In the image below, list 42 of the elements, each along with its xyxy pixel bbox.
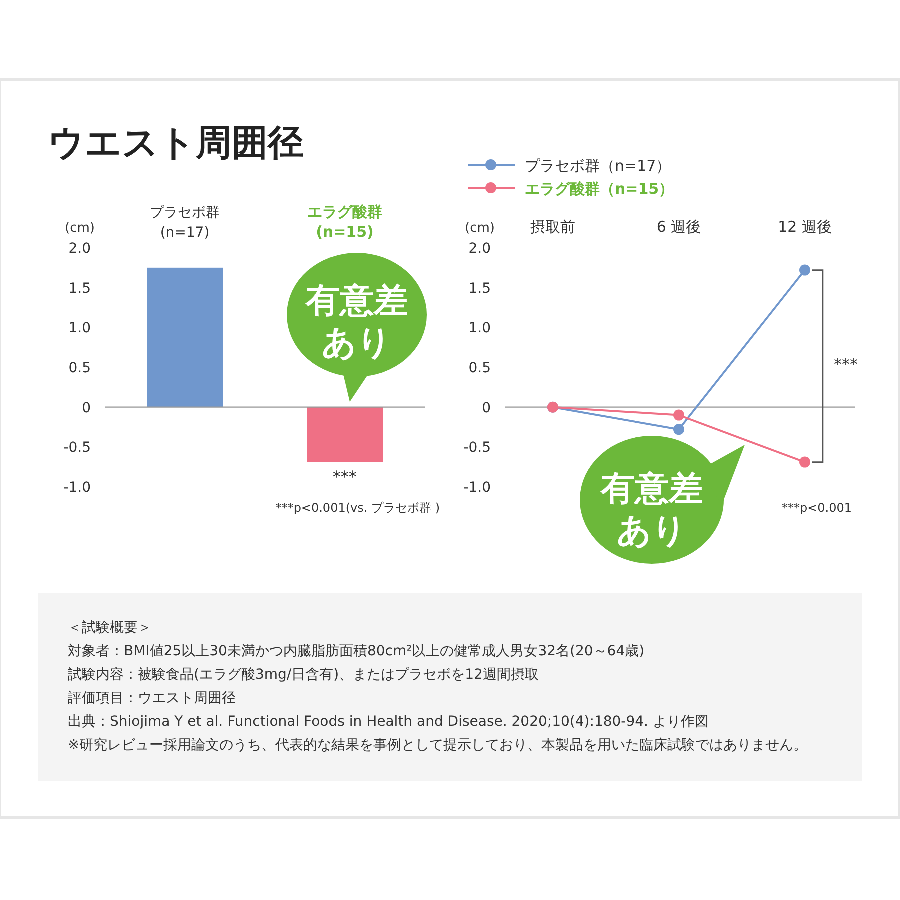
legend-label: エラグ酸群（n=15）	[525, 180, 674, 198]
y-tick-label: 1.0	[468, 320, 491, 337]
y-tick-label: 1.5	[68, 280, 91, 297]
y-tick-label: -0.5	[464, 440, 491, 456]
y-tick-label: -1.0	[464, 480, 491, 496]
point	[800, 456, 810, 468]
text: 評価項目：ウエスト周囲径	[68, 690, 236, 706]
text: あり	[617, 511, 687, 551]
y-tick-label: -0.5	[64, 440, 91, 456]
y-tick-label: 1.0	[68, 320, 91, 337]
annotation: 有意差	[600, 469, 703, 509]
text: ※研究レビュー採用論文のうち、代表的な結果を事例として提示しており、本製品を用いた臨床試験ではありません。	[68, 738, 808, 754]
text: 対象者：BMI値25以上30未満かつ内臓脂肪面積80cm²以上の健常成人男女32名(20～64歳)	[68, 644, 645, 660]
y-tick-label: 0	[82, 400, 91, 416]
y-tick-label: 0.5	[468, 360, 491, 376]
y-tick-label: 0	[482, 400, 491, 416]
annotation: ***	[333, 467, 357, 486]
point	[674, 410, 684, 421]
annotation: ***	[834, 355, 858, 374]
chart-title: ウエスト周囲径	[48, 123, 304, 164]
y-tick-label: 1.5	[468, 280, 491, 297]
point	[800, 264, 810, 276]
source-note: 出典：Shiojima Y et al. Functional Foods in Health and Disease. 2020;10(4):180-94. より作図	[68, 714, 709, 730]
y-tick-label: -1.0	[64, 480, 91, 496]
text: ＜試験概要＞	[68, 620, 152, 636]
text: 試験内容：被験食品(エラグ酸3mg/日含有)、またはプラセボを12週間摂取	[68, 667, 539, 683]
point	[674, 424, 684, 436]
text: ***p<0.001	[782, 501, 852, 515]
y-axis-title: (cm)	[465, 221, 495, 236]
y-tick-label: 0.5	[68, 360, 91, 376]
x-tick-label: 12 週後	[778, 218, 832, 236]
x-tick-label: プラセボ群 (n=17)	[150, 205, 220, 241]
x-tick-label: エラグ酸群 (n=15)	[308, 203, 382, 241]
x-tick-label: 摂取前	[530, 218, 576, 236]
y-axis-title: (cm)	[65, 221, 95, 236]
text: ***p<0.001(vs. プラセボ群 )	[276, 501, 440, 515]
annotation: 有意差	[305, 281, 408, 321]
annotation: あり	[322, 323, 392, 363]
legend-label: プラセボ群（n=17）	[525, 157, 672, 175]
x-tick-label: 6 週後	[656, 218, 702, 236]
y-tick-label: 2.0	[468, 241, 491, 257]
y-tick-label: 2.0	[68, 241, 91, 257]
